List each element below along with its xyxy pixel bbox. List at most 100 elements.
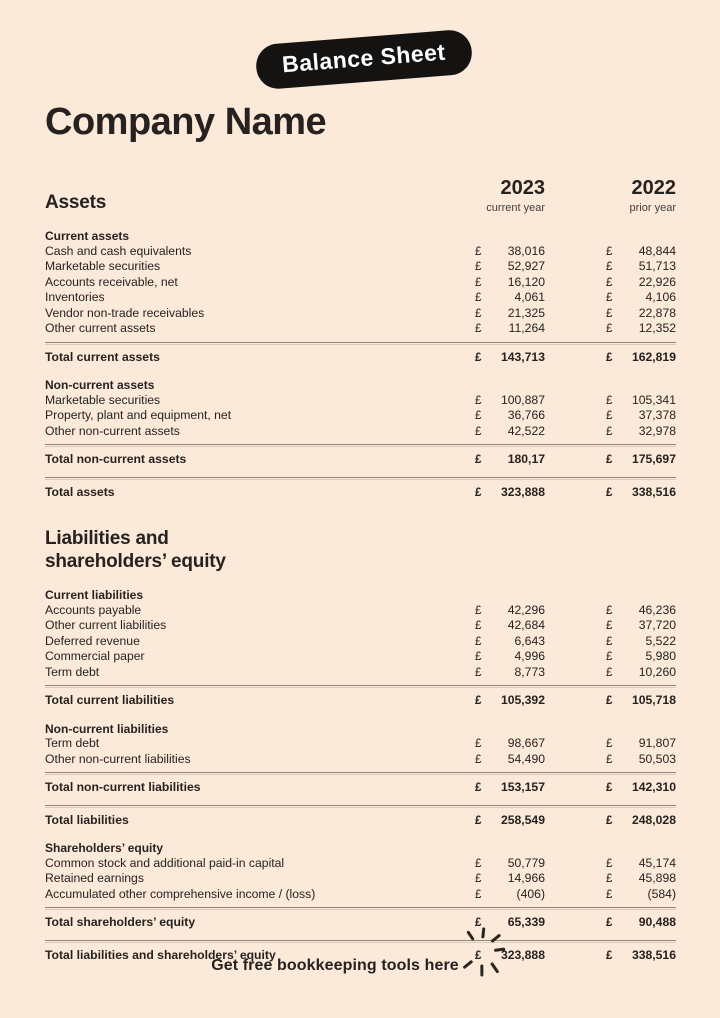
- line-item-row-label: Accounts payable: [45, 602, 142, 617]
- line-item-row: Other current assets £11,264 £12,352: [45, 321, 676, 337]
- total-rule: [45, 804, 676, 808]
- amount-cell-current: £4,061: [475, 290, 545, 306]
- amount-cell-prior: £162,819: [606, 350, 676, 366]
- amount-value: 51,713: [638, 259, 676, 273]
- amount-cell-prior: £248,028: [606, 813, 676, 829]
- amount-value: 50,503: [638, 751, 676, 766]
- amount-value: 52,927: [507, 259, 545, 273]
- total-row: Total non-current assets £180,17 £175,697: [45, 447, 676, 468]
- currency-symbol: £: [606, 394, 613, 407]
- amount-cell-prior: £48,844: [606, 244, 676, 260]
- line-item-row-label: Other current assets: [45, 321, 156, 335]
- line-item-row: Vendor non-trade receivables £21,325 £22,8…: [45, 306, 676, 322]
- currency-symbol: £: [606, 261, 613, 273]
- currency-symbol: £: [606, 307, 613, 320]
- amount-cell-current: £143,713: [475, 350, 545, 366]
- line-item-row: Accumulated other comprehensive income /…: [45, 887, 676, 903]
- line-item-row: Accounts receivable, net £16,120 £22,926: [45, 275, 676, 291]
- amount-cell-prior: £338,516: [606, 948, 676, 964]
- group-label: Non-current liabilities: [45, 721, 169, 736]
- currency-symbol: £: [475, 245, 482, 258]
- amount-cell-current: £50,779: [475, 856, 545, 872]
- amount-value: 45,174: [638, 855, 676, 870]
- total-block: Total liabilities and shareholders’ equi…: [45, 939, 676, 964]
- amount-cell-prior: £45,898: [606, 871, 676, 887]
- amount-value: 10,260: [638, 664, 676, 679]
- total-block: Total liabilities £258,549 £248,028: [45, 804, 676, 829]
- amount-cell-prior: £105,341: [606, 393, 676, 409]
- amount-value: 142,310: [631, 780, 676, 794]
- amount-value: 105,718: [631, 693, 676, 707]
- amount-value: 22,878: [638, 305, 676, 320]
- total-block: Total current liabilities £105,392 £105,71…: [45, 685, 676, 709]
- column-subtitle: current year: [486, 202, 545, 214]
- currency-symbol: £: [475, 394, 482, 407]
- total-row-label: Total current assets: [45, 349, 160, 364]
- amount-cell-current: £65,339: [475, 915, 545, 931]
- currency-symbol: £: [606, 245, 613, 258]
- column-header-2022: 2022 prior year: [606, 177, 676, 214]
- total-row-label: Total liabilities: [45, 812, 129, 827]
- amount-cell-prior: £90,488: [606, 915, 676, 931]
- currency-symbol: £: [606, 292, 613, 304]
- total-rule: [45, 772, 676, 775]
- amount-cell-prior: £51,713: [606, 259, 676, 275]
- amount-cell-prior: £175,697: [606, 452, 676, 468]
- amount-cell-current: £38,016: [475, 244, 545, 260]
- total-rule: [45, 341, 676, 345]
- line-item-row: Retained earnings £14,966 £45,898: [45, 871, 676, 887]
- amount-value: 338,516: [631, 484, 676, 499]
- amount-cell-prior: £5,522: [606, 634, 676, 650]
- amount-cell-current: £52,927: [475, 259, 545, 275]
- amount-cell-current: £323,888: [475, 485, 545, 501]
- line-item-row: Marketable securities £52,927 £51,713: [45, 259, 676, 275]
- amount-value: 11,264: [508, 321, 545, 335]
- currency-symbol: £: [475, 635, 482, 648]
- total-row: Total liabilities £258,549 £248,028: [45, 808, 676, 829]
- amount-value: 8,773: [514, 664, 546, 679]
- currency-symbol: £: [475, 276, 482, 289]
- currency-symbol: £: [475, 917, 482, 929]
- amount-cell-current: £6,643: [475, 634, 545, 650]
- amount-cell-prior: £37,720: [606, 618, 676, 634]
- amount-cell-current: £21,325: [475, 306, 545, 322]
- total-row: Total liabilities and shareholders’ equi…: [45, 943, 676, 964]
- line-item-row-label: Inventories: [45, 290, 105, 304]
- line-item-row-label: Property, plant and equipment, net: [45, 408, 232, 422]
- line-item-row-label: Common stock and additional paid-in capi…: [45, 855, 285, 870]
- line-item-row-label: Marketable securities: [45, 392, 161, 407]
- line-item-row: Other non-current liabilities £54,490 £50,…: [45, 752, 676, 768]
- total-row-label: Total shareholders’ equity: [45, 915, 196, 929]
- total-rule: [45, 685, 676, 688]
- amount-value: 12,352: [638, 321, 676, 335]
- section-title-line: shareholders’ equity: [45, 551, 226, 572]
- section-header-liabilities-equity: Liabilities and shareholders’ equity: [45, 527, 676, 573]
- currency-symbol: £: [606, 949, 613, 962]
- total-row: Total non-current liabilities £153,157 £14…: [45, 775, 676, 796]
- amount-cell-prior: £5,980: [606, 649, 676, 665]
- amount-cell-current: £153,157: [475, 780, 545, 796]
- currency-symbol: £: [606, 425, 613, 438]
- currency-symbol: £: [475, 410, 482, 422]
- currency-symbol: £: [475, 651, 482, 663]
- currency-symbol: £: [606, 753, 613, 766]
- total-block: Total assets £323,888 £338,516: [45, 476, 676, 501]
- currency-symbol: £: [475, 351, 482, 364]
- amount-value: 5,980: [645, 649, 677, 663]
- total-block: Total non-current assets £180,17 £175,697: [45, 444, 676, 468]
- line-item-row-label: Other non-current assets: [45, 423, 180, 438]
- amount-value: 180,17: [507, 452, 545, 466]
- section-title-line: Liabilities and: [45, 528, 169, 549]
- footer-cta-link[interactable]: Get free bookkeeping tools here: [211, 957, 459, 974]
- currency-symbol: £: [606, 666, 613, 679]
- total-row-label: Total current liabilities: [45, 693, 175, 707]
- amount-value: 42,684: [507, 618, 545, 632]
- currency-symbol: £: [606, 323, 613, 335]
- amount-value: 50,779: [507, 855, 545, 870]
- amount-cell-current: £16,120: [475, 275, 545, 291]
- currency-symbol: £: [606, 604, 613, 617]
- currency-symbol: £: [606, 454, 613, 466]
- line-item-row: Commercial paper £4,996 £5,980: [45, 649, 676, 665]
- currency-symbol: £: [606, 620, 613, 632]
